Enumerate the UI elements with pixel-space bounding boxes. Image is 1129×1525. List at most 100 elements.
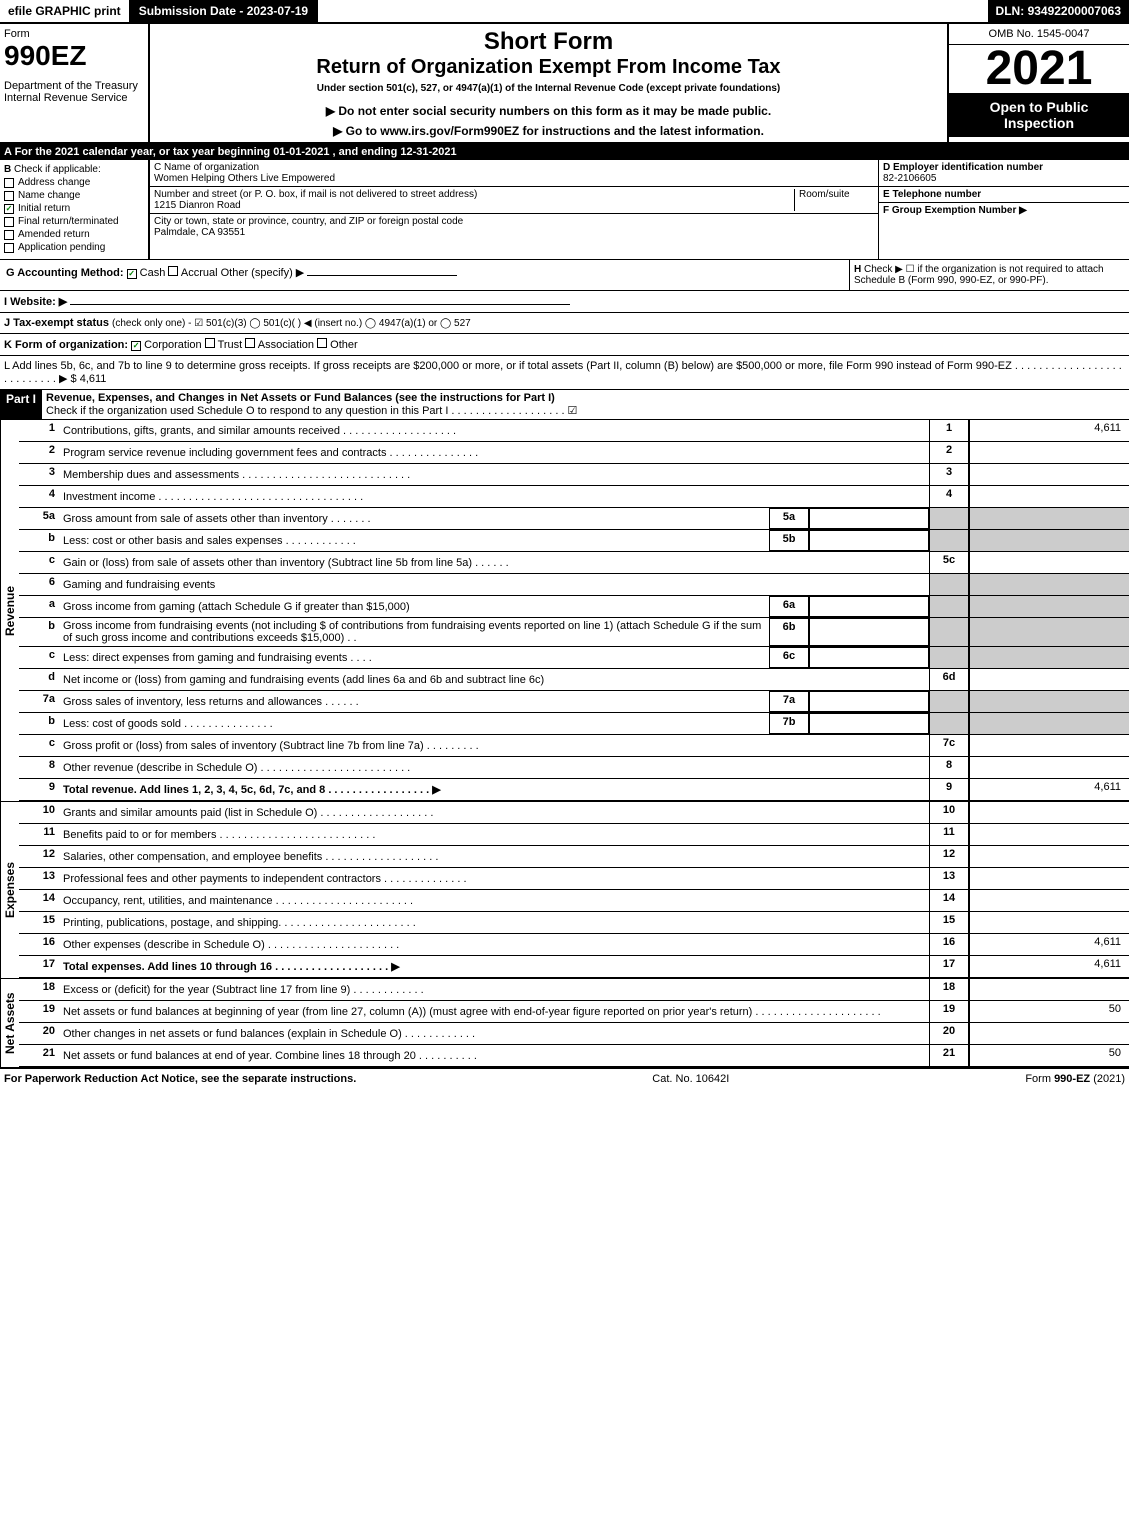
line-ref: 15 [929,912,969,933]
cash-checkbox[interactable] [127,269,137,279]
line-desc: Less: cost of goods sold . . . . . . . .… [59,713,769,734]
ein-value: 82-2106605 [883,173,936,184]
association-checkbox[interactable] [245,338,255,348]
line-num: 3 [19,464,59,485]
line-6b: bGross income from fundraising events (n… [19,618,1129,647]
line-val [969,868,1129,889]
line-desc: Salaries, other compensation, and employ… [59,846,929,867]
org-name: Women Helping Others Live Empowered [154,173,874,184]
net-assets-side-label: Net Assets [0,979,19,1067]
line-ref: 20 [929,1023,969,1044]
line-desc: Net assets or fund balances at beginning… [59,1001,929,1022]
efile-label[interactable]: efile GRAPHIC print [0,0,131,22]
accrual-checkbox[interactable] [168,266,178,276]
line-num: c [19,647,59,668]
line-num: b [19,618,59,646]
line-subcol: 5b [769,530,809,551]
form-word: Form [4,28,144,40]
name-change-checkbox[interactable] [4,191,14,201]
line-num: a [19,596,59,617]
line-ref: 21 [929,1045,969,1066]
line-subval [809,647,929,668]
top-bar: efile GRAPHIC print Submission Date - 20… [0,0,1129,24]
line-desc: Grants and similar amounts paid (list in… [59,802,929,823]
line-ref: 7c [929,735,969,756]
initial-return-checkbox[interactable] [4,204,14,214]
line-10: 10Grants and similar amounts paid (list … [19,802,1129,824]
corporation-checkbox[interactable] [131,341,141,351]
line-15: 15Printing, publications, postage, and s… [19,912,1129,934]
line-ref: 19 [929,1001,969,1022]
line-16: 16Other expenses (describe in Schedule O… [19,934,1129,956]
line-val [969,464,1129,485]
line-val [969,669,1129,690]
line-ref-shaded [929,647,969,668]
line-ref: 6d [929,669,969,690]
short-form-title: Short Form [154,28,943,56]
line-num: 16 [19,934,59,955]
line-4: 4Investment income . . . . . . . . . . .… [19,486,1129,508]
form-ref: Form 990-EZ (2021) [1025,1073,1125,1085]
line-desc: Less: cost or other basis and sales expe… [59,530,769,551]
line-val [969,757,1129,778]
goto-link[interactable]: ▶ Go to www.irs.gov/Form990EZ for instru… [154,124,943,138]
line-subcol: 7b [769,713,809,734]
address-change-checkbox[interactable] [4,178,14,188]
line-1: 1Contributions, gifts, grants, and simil… [19,420,1129,442]
other-org-checkbox[interactable] [317,338,327,348]
line-desc: Professional fees and other payments to … [59,868,929,889]
line-num: 15 [19,912,59,933]
line-21: 21Net assets or fund balances at end of … [19,1045,1129,1067]
line-desc: Net assets or fund balances at end of ye… [59,1045,929,1066]
line-val [969,802,1129,823]
line-5b: bLess: cost or other basis and sales exp… [19,530,1129,552]
amended-return-checkbox[interactable] [4,230,14,240]
application-pending-checkbox[interactable] [4,243,14,253]
expenses-section: Expenses 10Grants and similar amounts pa… [0,801,1129,978]
gross-receipts-note: L Add lines 5b, 6c, and 7b to line 9 to … [0,356,1129,390]
line-subcol: 6b [769,618,809,646]
line-val-shaded [969,691,1129,712]
final-return-checkbox[interactable] [4,217,14,227]
return-title: Return of Organization Exempt From Incom… [154,56,943,79]
line-desc: Other revenue (describe in Schedule O) .… [59,757,929,778]
line-num: 5a [19,508,59,529]
line-ref: 1 [929,420,969,441]
line-ref: 8 [929,757,969,778]
line-subval [809,713,929,734]
line-num: 9 [19,779,59,800]
line-11: 11Benefits paid to or for members . . . … [19,824,1129,846]
tax-year: 2021 [949,45,1129,93]
line-6d: dNet income or (loss) from gaming and fu… [19,669,1129,691]
line-ref-shaded [929,530,969,551]
line-subval [809,596,929,617]
line-num: 17 [19,956,59,977]
trust-checkbox[interactable] [205,338,215,348]
line-desc: Contributions, gifts, grants, and simila… [59,420,929,441]
line-num: 12 [19,846,59,867]
form-header: Form 990EZ Department of the Treasury In… [0,24,1129,144]
line-7a: 7aGross sales of inventory, less returns… [19,691,1129,713]
line-val: 50 [969,1045,1129,1066]
city-value: Palmdale, CA 93551 [154,227,874,238]
tax-exempt-status: J Tax-exempt status (check only one) - ☑… [0,313,1129,334]
website-field: I Website: ▶ [0,291,1129,313]
line-num: b [19,713,59,734]
line-ref: 17 [929,956,969,977]
line-num: c [19,552,59,573]
line-6a: aGross income from gaming (attach Schedu… [19,596,1129,618]
line-subval [809,691,929,712]
line-num: 20 [19,1023,59,1044]
dln-label: DLN: [996,4,1025,18]
line-ref: 2 [929,442,969,463]
line-ref-shaded [929,596,969,617]
line-val [969,890,1129,911]
line-ref: 10 [929,802,969,823]
line-val [969,1023,1129,1044]
line-num: 6 [19,574,59,595]
dln: DLN: 93492200007063 [988,0,1129,22]
line-desc: Gross income from fundraising events (no… [59,618,769,646]
line-val-shaded [969,574,1129,595]
line-20: 20Other changes in net assets or fund ba… [19,1023,1129,1045]
line-num: 7a [19,691,59,712]
